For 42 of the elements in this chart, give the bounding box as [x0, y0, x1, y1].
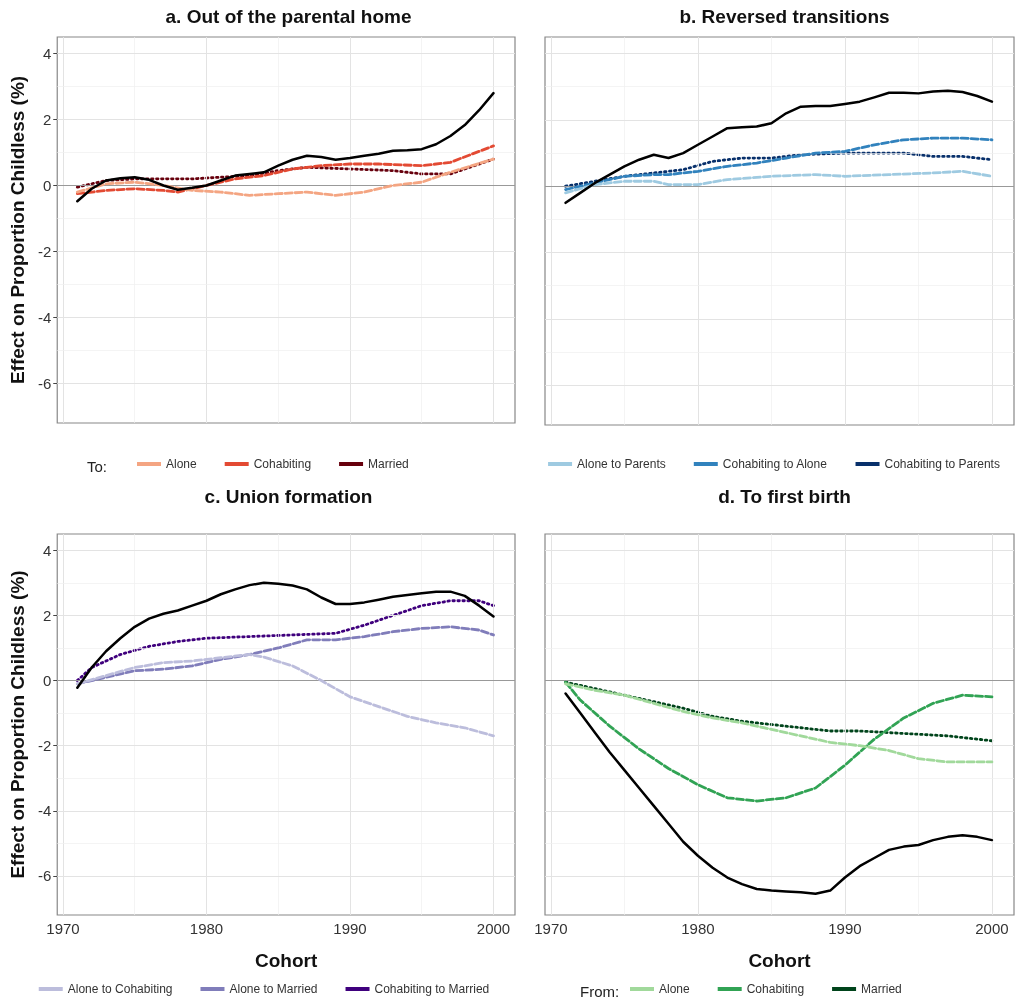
y-axis-title: Effect on Proportion Childless (%) — [7, 75, 28, 385]
x-tick-label: 1980 — [189, 920, 224, 937]
chart-title: a. Out of the parental home — [165, 6, 412, 27]
legend-label: Alone to Married — [229, 982, 318, 996]
y-axis-title: Effect on Proportion Childless (%) — [7, 570, 28, 879]
y-tick-label: -2 — [37, 737, 52, 755]
x-axis-title: Cohort — [254, 950, 318, 971]
legend-title: To: — [87, 458, 108, 475]
legend-label: Alone — [659, 982, 691, 996]
y-tick-label: -6 — [37, 867, 52, 885]
y-tick-label: 4 — [42, 45, 52, 62]
x-axis-title: Cohort — [748, 950, 812, 971]
y-tick-label: -6 — [37, 374, 52, 392]
legend-label: Cohabiting to Married — [374, 982, 490, 996]
legend-label: Alone — [166, 457, 198, 471]
chart-title: b. Reversed transitions — [679, 6, 890, 27]
x-tick-label: 2000 — [476, 920, 511, 937]
y-tick-label: 0 — [42, 672, 52, 690]
legend-label: Cohabiting to Alone — [722, 457, 828, 471]
y-tick-label: 4 — [42, 541, 52, 559]
x-tick-label: 1990 — [333, 920, 367, 937]
y-tick-label: 2 — [42, 606, 52, 624]
x-tick-label: 2000 — [975, 920, 1009, 937]
legend-label: Cohabiting — [746, 982, 805, 996]
y-tick-label: 2 — [42, 110, 52, 128]
x-tick-label: 1970 — [534, 920, 568, 937]
x-tick-label: 1970 — [46, 920, 80, 937]
legend-label: Married — [368, 457, 409, 471]
legend-label: Alone to Parents — [577, 457, 666, 471]
legend-label: Alone to Cohabiting — [67, 982, 173, 996]
y-tick-label: 0 — [42, 176, 52, 194]
chart-title: c. Union formation — [204, 486, 373, 507]
legend-title: From: — [580, 983, 620, 1000]
x-tick-label: 1980 — [681, 920, 715, 937]
x-tick-label: 1990 — [828, 920, 862, 937]
y-tick-label: -4 — [37, 308, 52, 326]
legend-label: Cohabiting — [253, 457, 312, 471]
y-tick-label: -2 — [37, 242, 52, 260]
legend-label: Married — [861, 982, 902, 996]
chart-title: d. To first birth — [718, 486, 851, 507]
y-tick-label: -4 — [37, 802, 52, 820]
legend-label: Cohabiting to Parents — [884, 457, 1000, 471]
